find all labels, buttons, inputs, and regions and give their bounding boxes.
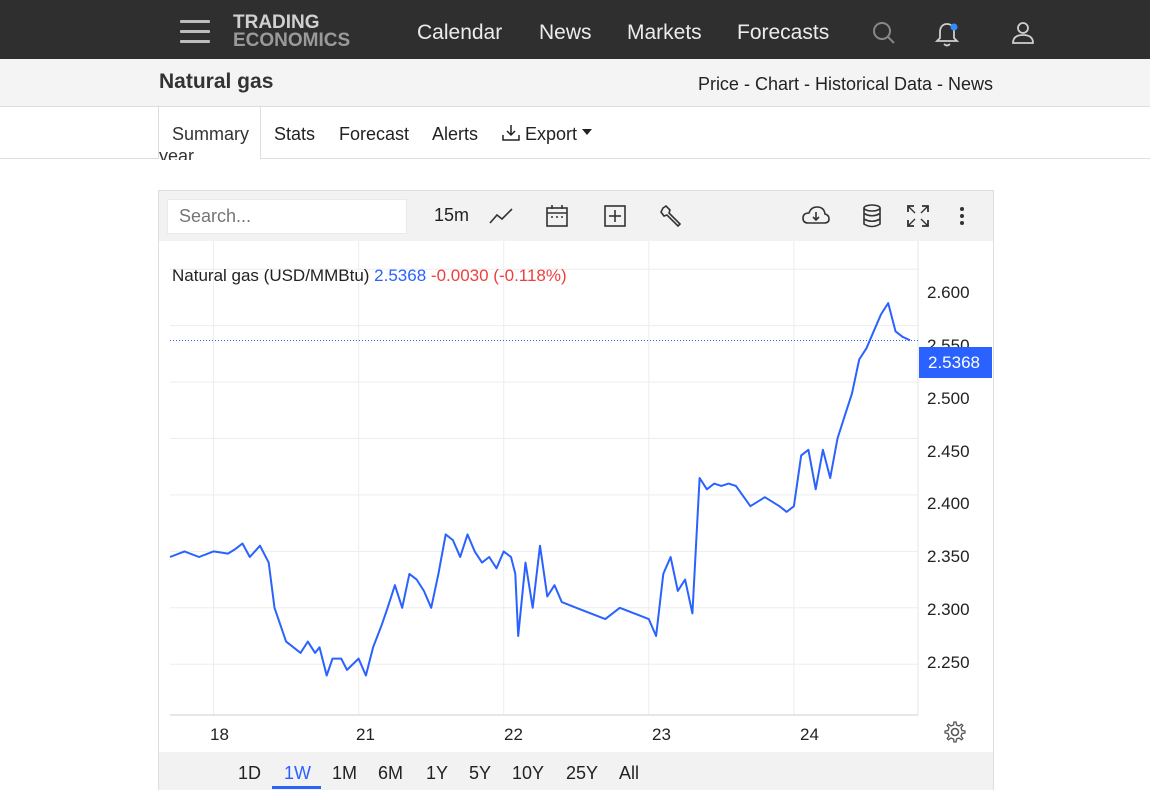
range-5y[interactable]: 5Y — [469, 763, 492, 783]
logo[interactable]: TRADING ECONOMICS — [233, 12, 351, 51]
calendar-icon[interactable] — [544, 203, 570, 229]
range-1m[interactable]: 1M — [332, 763, 358, 783]
range-25y[interactable]: 25Y — [566, 763, 599, 783]
search-input[interactable] — [167, 199, 407, 234]
top-navbar — [0, 0, 1150, 59]
bell-icon[interactable] — [934, 21, 960, 49]
wrench-icon[interactable] — [658, 203, 684, 229]
last-price-tag: 2.5368 — [919, 347, 992, 378]
range-6m[interactable]: 6M — [378, 763, 404, 783]
interval-selector[interactable]: 15m — [434, 205, 470, 225]
database-icon[interactable] — [859, 203, 885, 229]
chart-legend: Natural gas (USD/MMBtu) 2.5368 -0.0030 (… — [172, 266, 567, 286]
user-icon[interactable] — [1010, 20, 1036, 46]
legend-name: Natural gas (USD/MMBtu) — [172, 266, 370, 285]
add-indicator-icon[interactable] — [602, 203, 628, 229]
y-tick-label: 2.400 — [927, 494, 970, 513]
y-tick-label: 2.300 — [927, 600, 970, 619]
x-tick-label: 22 — [504, 725, 523, 744]
x-tick-label: 23 — [652, 725, 671, 744]
y-tick-label: 2.500 — [927, 389, 970, 408]
chart-container — [158, 190, 994, 790]
nav-markets[interactable]: Markets — [627, 21, 702, 44]
download-icon[interactable] — [501, 123, 521, 143]
range-1d[interactable]: 1D — [238, 763, 262, 783]
logo-line1: TRADING — [233, 12, 320, 33]
active-range-indicator — [272, 786, 321, 789]
x-tick-label: 24 — [800, 725, 819, 744]
tab-alerts[interactable]: Alerts — [432, 124, 479, 144]
more-options-icon[interactable] — [949, 203, 975, 229]
logo-line2: ECONOMICS — [233, 30, 351, 51]
subheader — [0, 59, 1150, 107]
x-tick-label: 18 — [210, 725, 229, 744]
tab-summary[interactable]: Summary — [172, 124, 250, 144]
legend-change: -0.0030 (-0.118%) — [430, 266, 567, 285]
legend-price: 2.5368 — [374, 266, 427, 285]
caret-down-icon[interactable] — [581, 128, 593, 136]
fullscreen-icon[interactable] — [905, 203, 931, 229]
range-all[interactable]: All — [619, 763, 640, 783]
y-tick-label: 2.450 — [927, 442, 970, 461]
y-tick-label: 2.600 — [927, 283, 970, 302]
search-icon[interactable] — [871, 20, 897, 46]
cloud-download-icon[interactable] — [801, 203, 831, 229]
y-tick-label: 2.250 — [927, 653, 970, 672]
range-1w[interactable]: 1W — [284, 763, 311, 783]
y-tick-label: 2.350 — [927, 547, 970, 566]
range-1y[interactable]: 1Y — [426, 763, 449, 783]
chart-grid — [170, 241, 918, 715]
page-title: Natural gas — [159, 70, 274, 93]
line-chart-icon[interactable] — [488, 203, 514, 229]
text-fragment: year. — [159, 152, 198, 160]
nav-calendar[interactable]: Calendar — [417, 21, 503, 44]
nav-forecasts[interactable]: Forecasts — [737, 21, 830, 44]
tab-stats[interactable]: Stats — [274, 124, 316, 144]
menu-icon[interactable] — [180, 20, 210, 44]
range-10y[interactable]: 10Y — [512, 763, 545, 783]
settings-gear-icon[interactable] — [944, 721, 966, 743]
x-tick-label: 21 — [356, 725, 375, 744]
active-tab-background — [158, 107, 261, 159]
nav-news[interactable]: News — [539, 21, 592, 44]
tab-export[interactable]: Export — [525, 124, 578, 144]
breadcrumb[interactable]: Price - Chart - Historical Data - News — [697, 74, 993, 94]
series-line — [169, 302, 911, 677]
tab-forecast[interactable]: Forecast — [339, 124, 410, 144]
range-selector — [159, 752, 993, 790]
